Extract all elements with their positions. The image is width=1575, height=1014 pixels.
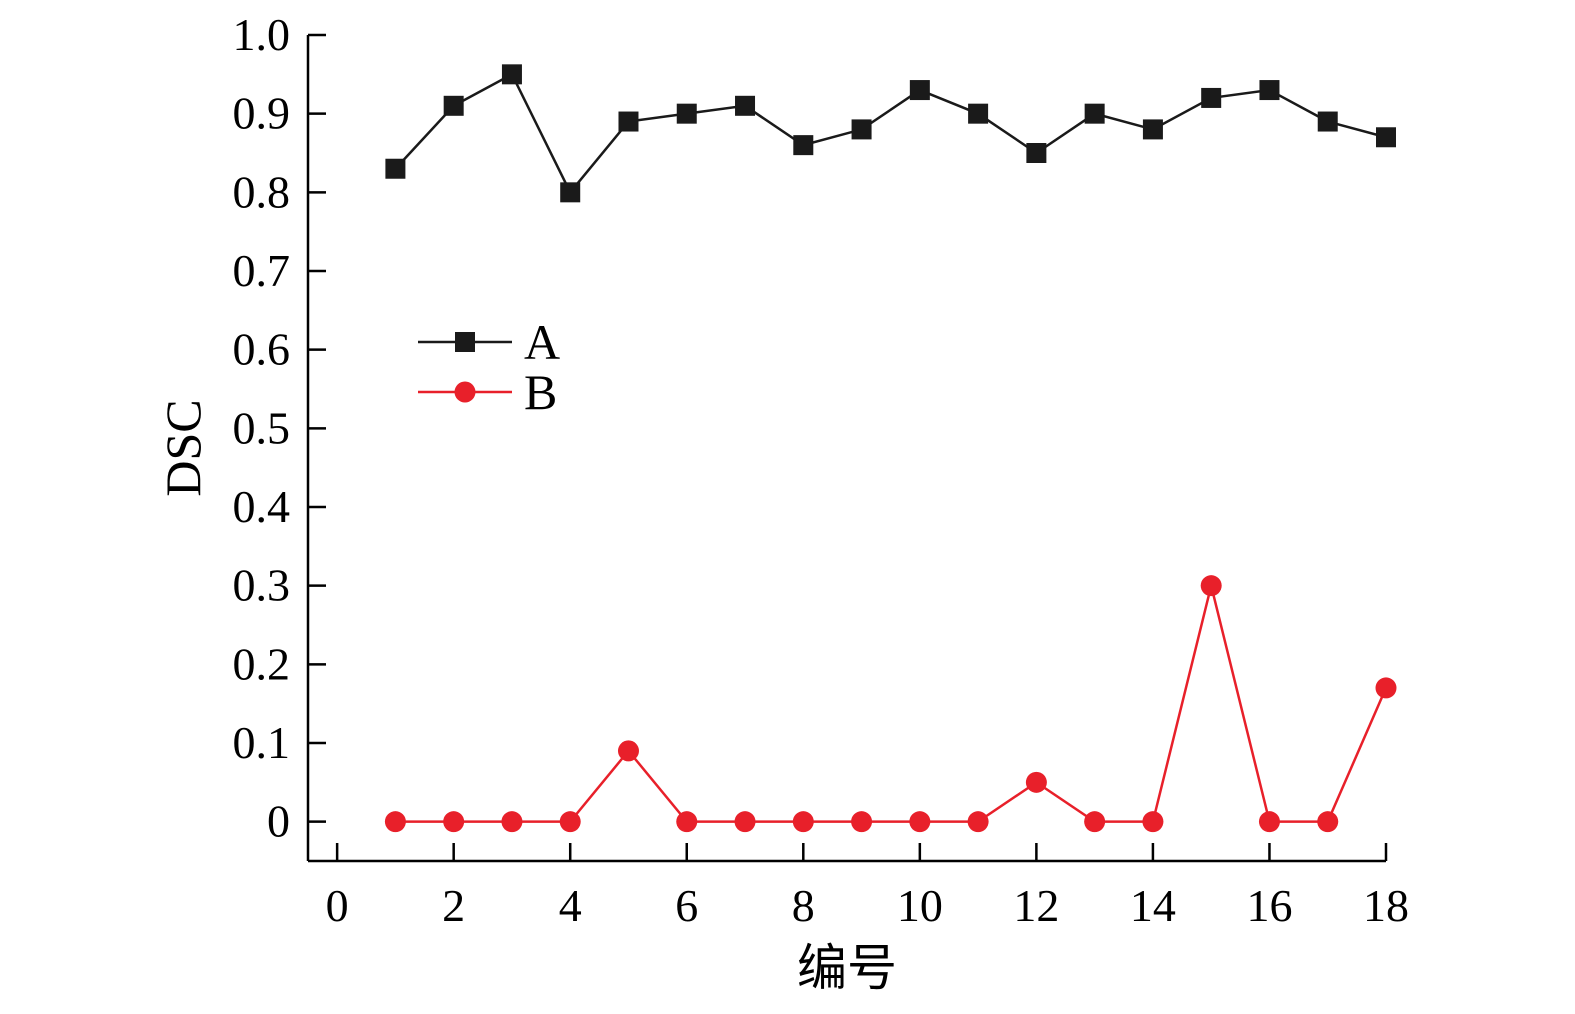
y-tick-label: 0 (267, 796, 290, 847)
x-tick-label: 2 (442, 880, 465, 931)
data-point-A (793, 135, 814, 156)
data-point-B (851, 811, 873, 833)
x-tick-label: 0 (326, 880, 349, 931)
x-tick-label: 6 (675, 880, 698, 931)
y-tick-label: 0.6 (233, 324, 291, 375)
y-tick-label: 1.0 (233, 9, 291, 60)
y-tick-label: 0.2 (233, 638, 291, 689)
data-point-B (1084, 811, 1106, 833)
y-tick-label: 0.3 (233, 560, 291, 611)
data-point-A (1201, 87, 1222, 108)
legend-marker (454, 381, 476, 403)
data-point-B (443, 811, 465, 833)
data-point-B (1200, 575, 1222, 597)
data-point-A (851, 119, 872, 140)
data-point-B (1317, 811, 1339, 833)
legend-label: B (524, 364, 557, 420)
data-point-B (734, 811, 756, 833)
data-point-A (1026, 143, 1047, 163)
x-tick-label: 18 (1363, 880, 1409, 931)
legend-marker (455, 332, 475, 352)
x-tick-label: 12 (1013, 880, 1059, 931)
data-point-A (1259, 80, 1280, 101)
data-point-B (1025, 771, 1047, 793)
data-point-A (443, 95, 464, 116)
y-tick-label: 0.9 (233, 88, 291, 139)
legend: AB (418, 314, 560, 420)
data-point-A (676, 103, 697, 124)
data-point-A (560, 182, 581, 203)
data-point-A (385, 158, 406, 179)
data-point-B (501, 811, 523, 833)
x-tick-label: 8 (792, 880, 815, 931)
data-point-A (1317, 111, 1338, 132)
data-point-B (617, 740, 639, 762)
legend-item-A: A (418, 314, 560, 370)
y-axis-title: DSC (155, 399, 211, 496)
data-point-A (968, 103, 989, 124)
data-point-B (1258, 811, 1280, 833)
series-line-B (395, 585, 1388, 823)
data-point-A (909, 80, 930, 101)
data-point-B (559, 811, 581, 833)
data-point-B (384, 811, 406, 833)
x-tick-label: 10 (897, 880, 943, 931)
series-A (385, 64, 1396, 203)
x-axis-title: 编号 (797, 940, 897, 996)
series-line-A (394, 72, 1387, 195)
y-tick-label: 0.4 (233, 481, 291, 532)
data-point-B (967, 811, 989, 833)
data-point-A (735, 95, 756, 116)
axes: 0 0.1 0.2 0.3 0.4 0.5 0.6 0.7 0.8 0.9 1.0 0 2 4 6 8 10 12… (233, 9, 1410, 931)
data-point-A (501, 64, 522, 85)
data-point-B (1375, 677, 1397, 699)
x-tick-label: 16 (1246, 880, 1292, 931)
series-layer (384, 64, 1397, 833)
data-point-A (1376, 127, 1396, 148)
legend-label: A (524, 314, 560, 370)
data-point-B (676, 811, 698, 833)
data-point-B (1142, 811, 1164, 833)
y-tick-label: 0.5 (233, 402, 291, 453)
data-point-A (1142, 119, 1163, 140)
y-tick-label: 0.7 (233, 245, 291, 296)
y-tick-label: 0.8 (233, 166, 291, 217)
y-tick-label: 0.1 (233, 717, 291, 768)
legend-item-B: B (418, 364, 557, 420)
x-tick-label: 14 (1130, 880, 1176, 931)
data-point-B (909, 811, 931, 833)
data-point-A (1084, 103, 1105, 124)
series-B (384, 575, 1397, 833)
x-tick-label: 4 (559, 880, 582, 931)
data-point-A (618, 111, 639, 132)
data-point-B (792, 811, 814, 833)
